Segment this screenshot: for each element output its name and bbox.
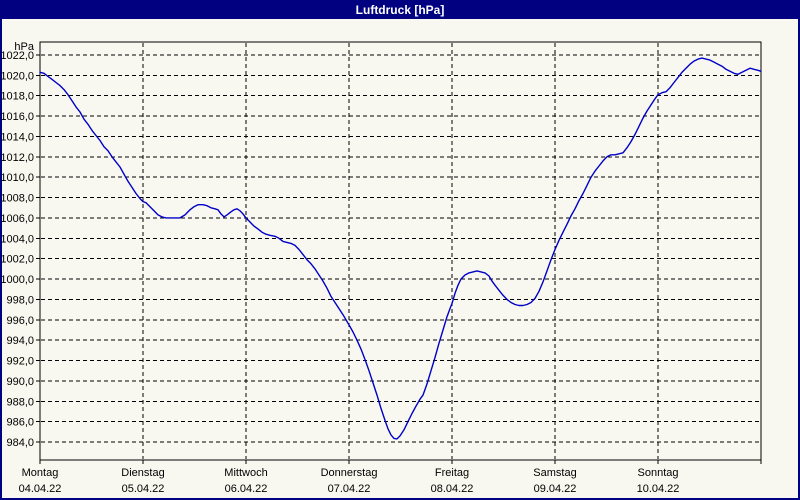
y-tick-label: 990,0	[6, 376, 34, 388]
y-tick-label: 996,0	[6, 315, 34, 327]
y-tick-label: 1018,0	[2, 91, 34, 103]
plot-frame	[39, 41, 762, 461]
y-tick-label: 984,0	[6, 437, 34, 449]
y-tick-label: 994,0	[6, 335, 34, 347]
y-tick-label: 1016,0	[2, 111, 34, 123]
x-date-label: 08.04.22	[431, 483, 474, 495]
pressure-curve	[39, 57, 762, 440]
y-tick-label: 1004,0	[2, 233, 34, 245]
y-tick-label: 986,0	[6, 417, 34, 429]
y-tick-label: 1020,0	[2, 70, 34, 82]
y-tick-label: 1012,0	[2, 152, 34, 164]
x-weekday-label: Montag	[22, 467, 59, 479]
x-weekday-label: Dienstag	[121, 467, 164, 479]
y-tick-label: 1010,0	[2, 172, 34, 184]
y-tick-label: 1002,0	[2, 254, 34, 266]
x-date-label: 07.04.22	[328, 483, 371, 495]
y-tick-label: 1006,0	[2, 213, 34, 225]
y-axis-unit-label: hPa	[14, 41, 34, 53]
y-tick-label: 998,0	[6, 294, 34, 306]
x-date-label: 10.04.22	[637, 483, 680, 495]
y-tick-label: 1022,0	[2, 50, 34, 62]
y-tick-label: 1000,0	[2, 274, 34, 286]
y-tick-label: 988,0	[6, 396, 34, 408]
y-tick-label: 992,0	[6, 356, 34, 368]
x-date-label: 06.04.22	[225, 483, 268, 495]
window-title: Luftdruck [hPa]	[355, 3, 445, 17]
x-date-label: 04.04.22	[19, 483, 62, 495]
x-weekday-label: Samstag	[533, 467, 576, 479]
pressure-chart: 1022,0 1020,0 1018,0 1016,0 1014,0 1012,0 1010…	[2, 41, 762, 495]
x-weekday-label: Freitag	[435, 467, 469, 479]
x-weekday-label: Donnerstag	[321, 467, 378, 479]
x-weekday-label: Mittwoch	[224, 467, 267, 479]
x-date-label: 09.04.22	[534, 483, 577, 495]
y-tick-label: 1014,0	[2, 131, 34, 143]
title-bar: Luftdruck [hPa]	[2, 2, 798, 19]
x-weekday-label: Sonntag	[638, 467, 679, 479]
x-date-label: 05.04.22	[122, 483, 165, 495]
y-tick-label: 1008,0	[2, 193, 34, 205]
